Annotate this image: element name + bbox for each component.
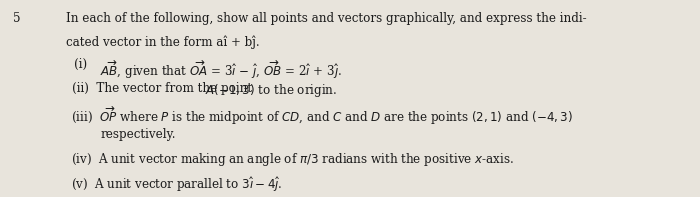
Text: (ii)  The vector from the point: (ii) The vector from the point [72, 82, 256, 95]
Text: (iv)  A unit vector making an angle of $\pi/3$ radians with the positive $x$-axi: (iv) A unit vector making an angle of $\… [71, 151, 514, 168]
Text: cated vector in the form aî + bĵ.: cated vector in the form aî + bĵ. [66, 35, 260, 49]
Text: $\overrightarrow{AB}$, given that $\overrightarrow{OA}$ = 3$\hat{\imath}$ $-$ $\: $\overrightarrow{AB}$, given that $\over… [100, 58, 342, 81]
Text: $A(-1, 3)$ to the origin.: $A(-1, 3)$ to the origin. [205, 82, 337, 98]
Text: (iii)  $\overrightarrow{OP}$ where $P$ is the midpoint of $CD$, and $C$ and $D$ : (iii) $\overrightarrow{OP}$ where $P$ is… [71, 105, 573, 127]
Text: (v)  A unit vector parallel to $3\hat{\imath} - 4\hat{\jmath}$.: (v) A unit vector parallel to $3\hat{\im… [71, 175, 283, 193]
Text: 5: 5 [13, 12, 20, 25]
Text: (i): (i) [74, 58, 94, 71]
Text: respectively.: respectively. [100, 128, 176, 141]
Text: In each of the following, show all points and vectors graphically, and express t: In each of the following, show all point… [66, 12, 587, 25]
